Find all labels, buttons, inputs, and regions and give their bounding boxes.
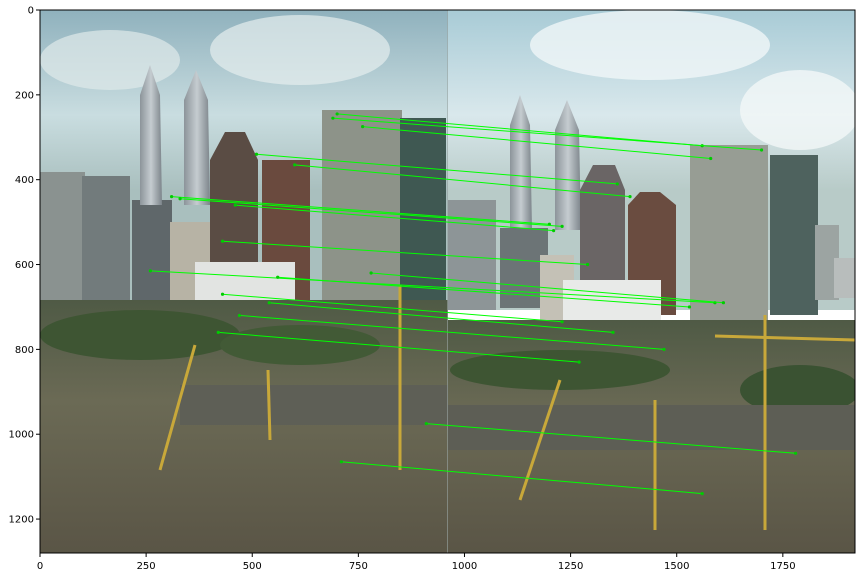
keypoint <box>254 152 259 156</box>
y-tick-label: 0 <box>28 6 34 17</box>
keypoint <box>331 116 335 120</box>
match-line <box>341 461 703 495</box>
cranes <box>158 285 855 530</box>
trees <box>450 350 670 390</box>
y-tick-label: 400 <box>15 175 34 186</box>
match-line <box>371 272 724 304</box>
keypoint <box>577 360 581 364</box>
cloud <box>740 70 855 150</box>
keypoint <box>339 460 343 464</box>
y-tick-label: 1200 <box>9 515 34 526</box>
match-line <box>256 153 618 185</box>
keypoint <box>760 148 764 152</box>
keypoint <box>628 195 632 199</box>
keypoint <box>721 301 726 305</box>
x-axis: 0 250 500 750 1000 1250 1500 1750 <box>37 553 796 572</box>
match-line <box>332 117 762 151</box>
keypoint <box>687 305 692 309</box>
keypoint <box>169 195 174 199</box>
x-tick-label: 1750 <box>770 561 795 572</box>
match-line <box>180 198 563 227</box>
wall <box>180 385 448 425</box>
trees <box>40 310 240 360</box>
y-tick-label: 800 <box>15 345 34 356</box>
keypoint <box>560 320 564 324</box>
match-line <box>362 126 711 159</box>
match-line <box>222 293 563 323</box>
photograph <box>40 10 855 553</box>
keypoint <box>793 451 798 455</box>
keypoint <box>216 330 220 335</box>
y-tick-label: 200 <box>15 90 34 101</box>
match-line <box>337 113 703 147</box>
keypoint <box>361 125 365 129</box>
keypoint <box>662 347 666 351</box>
wall <box>448 405 855 450</box>
cloud <box>530 10 770 80</box>
keypoint <box>276 275 280 279</box>
y-axis: 0 200 400 600 800 1000 1200 <box>9 6 40 526</box>
match-line <box>222 240 588 266</box>
keypoint <box>615 182 619 186</box>
trees <box>740 365 855 415</box>
match-line <box>294 164 631 198</box>
keypoint <box>178 197 182 201</box>
y-tick-label: 600 <box>15 260 34 271</box>
keypoint <box>267 301 271 305</box>
keypoint <box>335 112 339 116</box>
keypoint <box>220 292 225 296</box>
axes-frame <box>39 9 856 554</box>
match-line <box>150 270 715 304</box>
keypoint <box>552 228 556 233</box>
match-line <box>426 423 796 454</box>
keypoint <box>700 492 704 496</box>
match-line <box>171 196 550 225</box>
cloud <box>210 15 390 85</box>
x-tick-label: 0 <box>37 561 43 572</box>
match-line <box>277 276 690 308</box>
x-tick-label: 500 <box>243 561 262 572</box>
x-tick-label: 1250 <box>558 561 583 572</box>
match-line <box>269 302 614 333</box>
keypoint <box>424 422 428 426</box>
keypoint-matches <box>148 112 798 496</box>
keypoint <box>293 163 297 167</box>
x-tick-label: 1000 <box>452 561 477 572</box>
left-skyline <box>40 65 446 330</box>
keypoint <box>611 330 615 335</box>
keypoint <box>148 269 152 273</box>
keypoint <box>220 239 225 243</box>
keypoint <box>237 313 242 318</box>
keypoint <box>709 156 713 161</box>
x-tick-label: 1500 <box>664 561 689 572</box>
match-line <box>218 331 580 363</box>
x-tick-label: 250 <box>137 561 156 572</box>
cloud <box>40 30 180 90</box>
match-line <box>235 204 554 232</box>
keypoint <box>233 203 237 207</box>
keypoint <box>560 224 564 228</box>
match-line <box>239 314 665 350</box>
keypoint <box>585 262 590 267</box>
y-tick-label: 1000 <box>9 430 34 441</box>
trees <box>220 325 380 365</box>
x-tick-label: 750 <box>349 561 368 572</box>
keypoint <box>369 271 373 275</box>
